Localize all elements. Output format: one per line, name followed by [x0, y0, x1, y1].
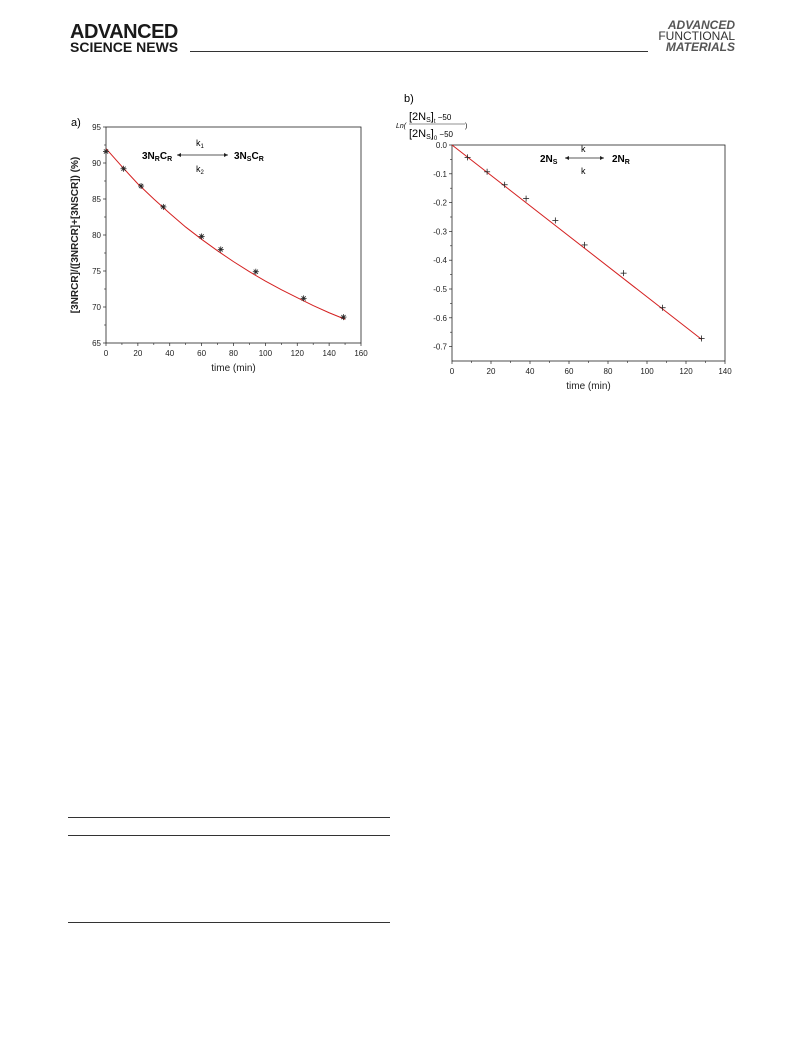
marker-stroke: [160, 204, 166, 210]
x-tick-label: 60: [565, 367, 574, 376]
afm-line-1: ADVANCED: [667, 18, 735, 32]
y-tick-label: 75: [92, 267, 101, 276]
figure-b-chart: b) Ln( [2NS]t −50 [2NS]0 −50 ) 2NS 2NR k…: [396, 93, 732, 392]
y-tick-label: -0.6: [433, 314, 447, 323]
table-rule-bottom: [68, 922, 390, 923]
scheme-a-right: 3NSCR: [234, 151, 264, 163]
y-tick-label: 95: [92, 123, 101, 132]
marker-stroke: [121, 166, 126, 172]
y-axis-label: [3NRCR]/([3NRCR]+[3NSCR]) (%): [70, 157, 81, 313]
y-tick-label: -0.7: [433, 343, 447, 352]
x-tick-label: 40: [165, 349, 174, 358]
afm-line-2: FUNCTIONAL: [658, 29, 735, 43]
data-point: [552, 217, 559, 224]
x-tick-label: 80: [604, 367, 613, 376]
journal-logo-advanced: ADVANCED: [70, 21, 178, 43]
data-point: [138, 183, 145, 190]
x-tick-label: 80: [229, 349, 238, 358]
data-point: [484, 168, 491, 175]
y-tick-label: -0.2: [433, 199, 447, 208]
header-rule: [190, 51, 648, 52]
marker-stroke: [218, 247, 224, 252]
x-axis-label: time (min): [211, 363, 255, 374]
x-tick-label: 60: [197, 349, 206, 358]
y-tick-label: -0.3: [433, 227, 447, 236]
x-tick-label: 160: [354, 349, 368, 358]
panel-label-b: b): [404, 93, 414, 105]
data-point: [252, 268, 259, 275]
scheme-b-right: 2NR: [612, 154, 630, 166]
data-point: [198, 233, 205, 240]
x-tick-label: 20: [487, 367, 496, 376]
table-rule-top: [68, 817, 390, 818]
ylabel-b-numerator: [2NS]t −50: [409, 111, 452, 125]
y-tick-label: 80: [92, 231, 101, 240]
marker-stroke: [253, 269, 259, 275]
data-point: [160, 203, 167, 210]
marker-stroke: [341, 314, 346, 320]
figure-a-chart: a) 3NRCR 3NSCR k1 k2 0 20 40 60 80 100 120 140 1…: [70, 117, 368, 374]
x-axis-label: time (min): [566, 381, 610, 392]
data-point: [698, 335, 705, 342]
marker-stroke: [199, 234, 205, 239]
scheme-b-arrowhead-right: [600, 156, 604, 160]
scheme-a-k2: k2: [196, 164, 205, 176]
y-tick-label: -0.4: [433, 256, 447, 265]
x-tick-label: 100: [640, 367, 654, 376]
marker-stroke: [138, 183, 144, 189]
marker-stroke: [301, 295, 307, 301]
ylabel-b-prefix: Ln(: [396, 123, 407, 130]
y-tick-label: 85: [92, 195, 101, 204]
panel-label-a: a): [71, 117, 81, 129]
data-point: [659, 304, 666, 311]
ylabel-b-denominator: [2NS]0 −50: [409, 128, 454, 142]
y-tick-label: 65: [92, 339, 101, 348]
scheme-a-arrowhead-left: [177, 153, 181, 157]
scheme-a-k1: k1: [196, 138, 205, 150]
data-point: [620, 270, 627, 277]
scheme-a-left: 3NRCR: [142, 151, 172, 163]
scheme-b-k-bottom: k: [581, 166, 586, 176]
x-tick-label: 20: [133, 349, 142, 358]
table-rule-mid: [68, 835, 390, 836]
y-tick-label: -0.1: [433, 170, 447, 179]
afm-line-3: MATERIALS: [665, 40, 735, 54]
marker-stroke: [103, 149, 109, 154]
x-tick-label: 140: [718, 367, 732, 376]
journal-logo-afm: ADVANCED FUNCTIONAL MATERIALS: [650, 18, 735, 54]
y-tick-label: -0.5: [433, 285, 447, 294]
x-tick-label: 140: [322, 349, 336, 358]
data-point: [581, 241, 588, 248]
fit-line: [451, 144, 702, 340]
y-tick-label: 90: [92, 159, 101, 168]
data-point: [464, 154, 471, 161]
scheme-b-arrowhead-left: [565, 156, 569, 160]
y-tick-label: 70: [92, 303, 101, 312]
scheme-b-k-top: k: [581, 144, 586, 154]
scheme-a: 3NRCR 3NSCR k1 k2: [142, 138, 264, 176]
data-point: [103, 148, 109, 155]
journal-logo-science-news: SCIENCE NEWS: [70, 39, 179, 55]
x-tick-label: 120: [291, 349, 305, 358]
data-point: [340, 314, 347, 321]
scheme-a-arrowhead-right: [224, 153, 228, 157]
x-tick-label: 40: [526, 367, 535, 376]
x-tick-label: 120: [679, 367, 693, 376]
data-point: [523, 195, 530, 202]
data-point: [120, 165, 127, 172]
x-tick-label: 0: [450, 367, 455, 376]
ylabel-b-suffix: ): [465, 123, 467, 130]
x-tick-label: 0: [104, 349, 109, 358]
scheme-b: 2NS 2NR k k: [540, 144, 630, 176]
data-point: [217, 246, 224, 253]
figure-b-ylabel: Ln( [2NS]t −50 [2NS]0 −50 ): [396, 111, 467, 142]
y-tick-label: 0.0: [436, 141, 448, 150]
fit-line: [105, 148, 346, 320]
data-point: [300, 295, 307, 302]
data-point: [501, 181, 508, 188]
scheme-b-left: 2NS: [540, 154, 558, 166]
x-tick-label: 100: [259, 349, 273, 358]
